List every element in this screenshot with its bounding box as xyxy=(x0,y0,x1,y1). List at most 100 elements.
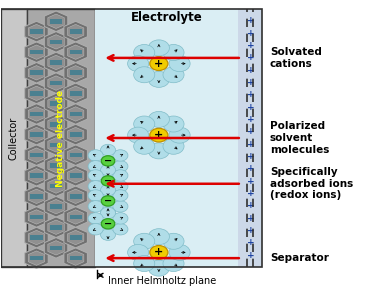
Text: +: + xyxy=(154,59,164,69)
Text: Collector: Collector xyxy=(9,116,19,160)
Bar xyxy=(50,204,62,209)
Bar xyxy=(238,9,262,267)
Circle shape xyxy=(163,44,184,60)
Bar xyxy=(30,29,43,34)
Bar xyxy=(30,173,43,178)
Text: +: + xyxy=(246,115,254,124)
Bar xyxy=(50,225,62,230)
Text: +: + xyxy=(246,140,254,149)
Circle shape xyxy=(88,161,103,172)
Circle shape xyxy=(101,144,116,156)
Bar xyxy=(50,101,62,106)
Circle shape xyxy=(150,57,168,71)
Bar xyxy=(30,112,43,116)
Text: −: − xyxy=(104,156,112,166)
Text: +: + xyxy=(246,41,254,50)
Text: +: + xyxy=(246,177,254,186)
Bar xyxy=(30,91,43,96)
Bar xyxy=(70,50,82,54)
Bar xyxy=(50,81,62,86)
Text: +: + xyxy=(246,189,254,198)
Bar xyxy=(70,71,82,75)
Text: Specifically
adsorbed ions
(redox ions): Specifically adsorbed ions (redox ions) xyxy=(270,167,353,200)
Circle shape xyxy=(163,138,184,154)
Circle shape xyxy=(101,166,116,177)
Text: +: + xyxy=(246,201,254,211)
Bar xyxy=(30,256,43,260)
Bar xyxy=(30,71,43,75)
Bar xyxy=(70,91,82,96)
Circle shape xyxy=(88,201,103,212)
Circle shape xyxy=(128,127,149,143)
Bar xyxy=(95,9,238,267)
Text: +: + xyxy=(246,29,254,37)
Bar xyxy=(30,194,43,199)
Circle shape xyxy=(88,223,103,235)
Text: −: − xyxy=(104,196,112,206)
Circle shape xyxy=(101,164,116,176)
Circle shape xyxy=(134,116,155,132)
Circle shape xyxy=(113,161,128,172)
Circle shape xyxy=(148,229,169,245)
Text: +: + xyxy=(246,251,254,260)
Circle shape xyxy=(134,233,155,249)
Bar xyxy=(1,9,262,267)
Circle shape xyxy=(101,196,115,206)
Bar xyxy=(70,29,82,34)
Bar xyxy=(1,9,27,267)
Circle shape xyxy=(169,127,190,143)
Bar xyxy=(50,122,62,127)
Bar xyxy=(70,153,82,158)
Circle shape xyxy=(163,116,184,132)
Text: Polarized
solvent
molecules: Polarized solvent molecules xyxy=(270,122,329,155)
Circle shape xyxy=(88,213,103,224)
Text: Negative electrode: Negative electrode xyxy=(56,90,65,187)
Circle shape xyxy=(163,233,184,249)
Circle shape xyxy=(148,143,169,159)
Circle shape xyxy=(134,44,155,60)
Bar xyxy=(50,60,62,65)
Text: +: + xyxy=(246,127,254,136)
Text: Inner Helmholtz plane: Inner Helmholtz plane xyxy=(108,276,216,286)
Circle shape xyxy=(113,170,128,181)
Bar xyxy=(50,163,62,168)
Text: Electrolyte: Electrolyte xyxy=(130,11,202,24)
Circle shape xyxy=(128,245,149,260)
Text: −: − xyxy=(104,219,112,229)
Circle shape xyxy=(88,150,103,161)
Circle shape xyxy=(113,150,128,161)
Circle shape xyxy=(163,67,184,83)
Circle shape xyxy=(113,181,128,192)
Circle shape xyxy=(150,128,168,142)
Circle shape xyxy=(88,181,103,192)
Bar xyxy=(70,173,82,178)
Circle shape xyxy=(101,229,116,240)
Bar xyxy=(50,143,62,147)
Circle shape xyxy=(101,176,115,186)
Text: +: + xyxy=(246,152,254,161)
Circle shape xyxy=(101,186,116,198)
Circle shape xyxy=(169,56,190,72)
Bar xyxy=(70,235,82,240)
Circle shape xyxy=(88,170,103,181)
Bar xyxy=(70,132,82,137)
Circle shape xyxy=(134,255,155,272)
Bar xyxy=(30,132,43,137)
Bar xyxy=(30,235,43,240)
Circle shape xyxy=(163,255,184,272)
Text: +: + xyxy=(246,16,254,25)
Text: +: + xyxy=(246,238,254,247)
Text: +: + xyxy=(246,53,254,62)
Circle shape xyxy=(134,67,155,83)
Bar xyxy=(30,215,43,219)
Bar xyxy=(27,9,95,267)
Circle shape xyxy=(101,184,116,196)
Text: +: + xyxy=(154,247,164,257)
Text: +: + xyxy=(246,214,254,223)
Bar xyxy=(30,153,43,158)
Text: +: + xyxy=(246,78,254,87)
Text: +: + xyxy=(154,130,164,140)
Bar xyxy=(70,112,82,116)
Bar xyxy=(70,215,82,219)
Bar xyxy=(50,246,62,250)
